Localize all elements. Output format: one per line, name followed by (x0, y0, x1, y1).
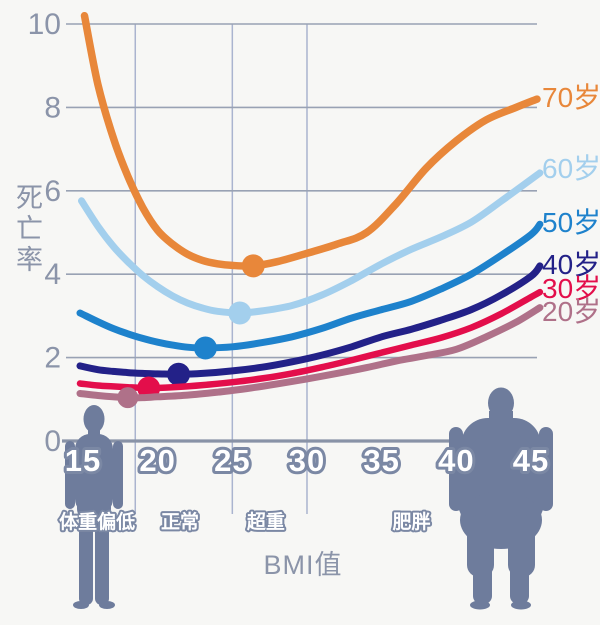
optimal-bmi-dot-40岁 (167, 362, 191, 386)
x-tick-label: 30 (289, 443, 325, 478)
x-tick-label: 20 (139, 443, 175, 478)
legend-label-50岁: 50岁 (542, 207, 600, 238)
optimal-bmi-dot-60岁 (228, 301, 252, 325)
y-tick-label: 6 (44, 175, 61, 208)
y-tick-label: 0 (44, 425, 61, 458)
y-tick-label: 8 (44, 91, 61, 124)
silhouettes (65, 387, 553, 610)
mortality-curve-60岁 (78, 169, 544, 317)
bmi-category-label: 超重 (246, 510, 285, 533)
optimal-bmi-dot-20岁 (117, 387, 139, 409)
legend-label-60岁: 60岁 (542, 153, 600, 184)
bmi-category-label: 体重偏低 (59, 510, 135, 533)
mortality-curve-50岁 (76, 220, 544, 352)
legend-label-20岁: 20岁 (542, 296, 600, 327)
chart-curves (76, 11, 544, 409)
x-tick-label: 15 (65, 443, 101, 478)
obese-person-silhouette (449, 387, 553, 610)
mortality-curve-40岁 (76, 262, 544, 378)
y-tick-label: 10 (28, 8, 61, 41)
legend-label-40岁: 40岁 (542, 249, 600, 280)
y-tick-label: 4 (44, 258, 61, 291)
y-tick-label: 2 (44, 342, 61, 375)
bmi-category-label: 肥胖 (393, 511, 431, 533)
x-axis-title: BMI值 (263, 550, 343, 580)
legend-label-30岁: 30岁 (542, 273, 600, 304)
legend-label-70岁: 70岁 (542, 82, 600, 113)
x-tick-label: 35 (363, 443, 399, 478)
optimal-bmi-dot-50岁 (193, 336, 217, 360)
thin-person-silhouette (65, 405, 123, 609)
bmi-category-label: 正常 (161, 510, 199, 533)
x-tick-label: 40 (438, 443, 474, 478)
optimal-bmi-dot-70岁 (241, 254, 265, 278)
y-axis-title: 死亡率 (12, 183, 42, 276)
x-tick-label: 25 (214, 443, 250, 478)
x-tick-label: 45 (513, 443, 549, 478)
mortality-curve-70岁 (80, 11, 541, 270)
